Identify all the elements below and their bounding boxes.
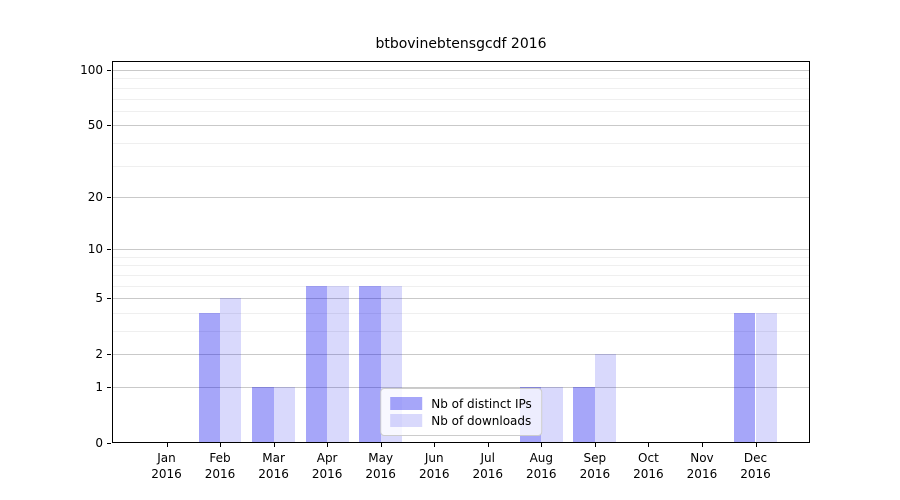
bar-nb-of-distinct-ips-sep bbox=[573, 386, 595, 443]
x-tick-jul bbox=[487, 443, 489, 447]
legend-swatch-nb-of-downloads bbox=[390, 414, 423, 427]
x-tick-feb bbox=[220, 443, 222, 447]
gridline-major-50 bbox=[112, 125, 810, 127]
gridline-minor-4 bbox=[112, 312, 810, 314]
x-tick-dec bbox=[755, 443, 757, 447]
legend-item-nb-of-downloads: Nb of downloads bbox=[390, 412, 532, 429]
x-tick-label-oct: Oct 2016 bbox=[633, 451, 664, 481]
bar-nb-of-downloads-apr bbox=[327, 285, 349, 443]
y-tick-20 bbox=[107, 196, 111, 198]
x-tick-label-jan: Jan 2016 bbox=[151, 451, 182, 481]
plot-area: Jan 2016 Feb 2016 Mar 2016 Apr 2016 May 2016… bbox=[80, 61, 810, 481]
legend: Nb of distinct IPs Nb of downloads bbox=[380, 388, 542, 436]
bar-nb-of-distinct-ips-dec bbox=[734, 312, 756, 443]
gridline-minor-90 bbox=[112, 78, 810, 80]
x-tick-jan bbox=[166, 443, 168, 447]
legend-label-nb-of-downloads: Nb of downloads bbox=[431, 413, 532, 428]
y-tick-label-20: 20 bbox=[87, 189, 103, 204]
gridline-minor-7 bbox=[112, 274, 810, 276]
y-tick-5 bbox=[107, 298, 111, 300]
x-tick-jun bbox=[434, 443, 436, 447]
gridline-minor-70 bbox=[112, 98, 810, 100]
x-tick-label-jul: Jul 2016 bbox=[472, 451, 504, 481]
gridline-minor-9 bbox=[112, 256, 810, 258]
legend-label-nb-of-distinct-ips: Nb of distinct IPs bbox=[431, 396, 532, 411]
x-tick-label-sep: Sep 2016 bbox=[579, 451, 611, 481]
bar-nb-of-downloads-sep bbox=[594, 354, 617, 443]
gridline-major-100 bbox=[112, 70, 810, 72]
gridline-minor-6 bbox=[112, 285, 810, 287]
y-tick-label-2: 2 bbox=[95, 347, 103, 362]
x-tick-sep bbox=[594, 443, 596, 447]
y-tick-2 bbox=[107, 354, 111, 356]
bar-nb-of-downloads-aug bbox=[541, 386, 563, 443]
x-tick-label-dec: Dec 2016 bbox=[740, 451, 771, 481]
x-tick-oct bbox=[648, 443, 650, 447]
y-tick-100 bbox=[107, 70, 111, 72]
bar-nb-of-distinct-ips-may bbox=[359, 285, 381, 443]
x-tick-mar bbox=[273, 443, 275, 447]
x-tick-label-mar: Mar 2016 bbox=[258, 451, 289, 481]
bar-nb-of-distinct-ips-apr bbox=[305, 285, 328, 443]
y-tick-label-10: 10 bbox=[87, 242, 103, 257]
x-tick-label-feb: Feb 2016 bbox=[204, 451, 236, 481]
x-tick-apr bbox=[327, 443, 329, 447]
bar-nb-of-downloads-mar bbox=[273, 386, 295, 443]
gridline-minor-80 bbox=[112, 87, 810, 89]
x-tick-may bbox=[380, 443, 382, 447]
gridline-minor-30 bbox=[112, 165, 810, 167]
chart-title: btbovinebtensgcdf 2016 bbox=[375, 36, 547, 52]
bar-nb-of-downloads-dec bbox=[755, 312, 777, 443]
y-tick-10 bbox=[107, 249, 111, 251]
y-tick-1 bbox=[107, 386, 111, 388]
bar-nb-of-downloads-feb bbox=[220, 298, 242, 443]
y-tick-label-100: 100 bbox=[80, 63, 103, 78]
y-tick-50 bbox=[107, 125, 111, 127]
gridline-minor-60 bbox=[112, 110, 810, 112]
y-tick-label-50: 50 bbox=[87, 118, 103, 133]
x-tick-label-may: May 2016 bbox=[365, 451, 396, 481]
legend-swatch-nb-of-distinct-ips bbox=[390, 397, 423, 410]
gridline-major-20 bbox=[112, 196, 810, 198]
gridline-major-5 bbox=[112, 298, 810, 300]
gridline-minor-40 bbox=[112, 142, 810, 144]
gridline-major-1 bbox=[112, 386, 810, 388]
bar-nb-of-distinct-ips-feb bbox=[198, 312, 221, 443]
gridline-minor-8 bbox=[112, 265, 810, 267]
x-tick-label-jun: Jun 2016 bbox=[418, 451, 450, 481]
y-tick-label-5: 5 bbox=[95, 291, 103, 306]
bar-nb-of-distinct-ips-mar bbox=[252, 386, 274, 443]
x-tick-label-apr: Apr 2016 bbox=[311, 451, 343, 481]
legend-item-nb-of-distinct-ips: Nb of distinct IPs bbox=[390, 395, 532, 412]
gridline-minor-3 bbox=[112, 330, 810, 332]
y-tick-label-1: 1 bbox=[95, 379, 103, 394]
x-tick-label-nov: Nov 2016 bbox=[686, 451, 718, 481]
y-tick-0 bbox=[107, 443, 111, 444]
gridline-major-2 bbox=[112, 354, 810, 356]
x-tick-nov bbox=[701, 443, 703, 447]
y-tick-label-0: 0 bbox=[95, 436, 103, 450]
x-tick-label-aug: Aug 2016 bbox=[526, 451, 557, 481]
gridline-major-10 bbox=[112, 249, 810, 251]
x-tick-aug bbox=[541, 443, 543, 447]
